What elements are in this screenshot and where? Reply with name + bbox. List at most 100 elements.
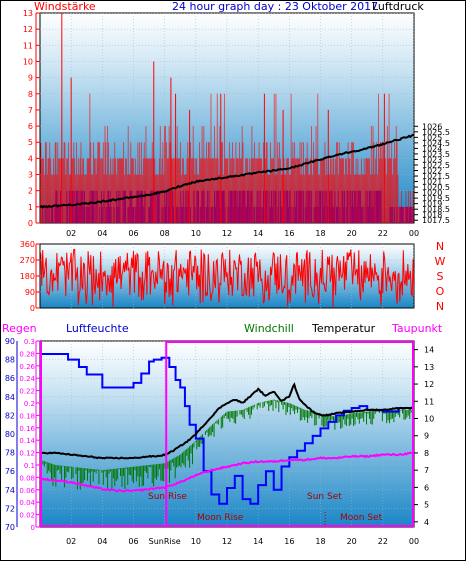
rain-tick-label: 0.3 [24,338,35,346]
wind-tick-label: 2 [28,187,33,196]
wind-tick-label: 5 [28,138,33,147]
pressure-tick-label: 1021 [422,178,442,187]
x-tick-label: 22 [378,537,388,546]
wind-tick-label: 9 [28,74,33,83]
x-tick-label: 08 [160,229,170,238]
x-tick-label: 18 [315,537,325,546]
wind-tick-label: 4 [28,154,33,163]
pressure-tick-label: 1017.5 [422,216,450,225]
wind-tick-label: 3 [28,171,33,180]
label-taupunkt: Taupunkt [391,322,443,335]
direction-tick-label: 270 [20,256,35,265]
rain-tick-label: 0.12 [19,450,35,458]
temperature-tick-label: 4 [424,518,429,527]
rain-tick-label: 0.28 [19,350,35,358]
annotation-moonrise: Moon Rise [197,513,244,523]
rain-tick-label: 0.1 [24,462,35,470]
x-tick-label: 16 [284,537,294,546]
temperature-line [40,382,414,460]
x-tick-label: 02 [66,537,76,546]
rain-tick-label: 0.26 [19,363,35,371]
direction-line [40,248,414,308]
rain-tick-label: 0.14 [19,437,35,445]
wind-x-ticks: 02 04 06 08 10 12 14 16 18 20 22 00 [66,229,419,238]
rain-axis-ticks: 0 0.02 0.04 0.06 0.08 0.1 0.12 0.14 0.16 0.18 0.2 0… [19,338,40,532]
humidity-axis-ticks: 70 72 74 76 78 80 82 84 86 88 90 [5,337,18,532]
direction-axis-ticks: 0 90 180 270 360 [20,240,40,313]
x-tick-label: 20 [347,229,357,238]
direction-tick-label: 0 [30,304,35,313]
pressure-tick-label: 1024.5 [422,139,450,148]
direction-tick-label: 180 [20,272,35,281]
humidity-tick-label: 72 [5,504,15,513]
x-tick-label: 10 [191,229,201,238]
annotation-sunset: Sun Set [307,492,342,502]
series-pressure [40,133,414,209]
x-tick-label: 20 [347,537,357,546]
x-tick-label: 12 [222,229,232,238]
rain-tick-label: 0.18 [19,412,35,420]
temperature-tick-label: 13 [424,363,434,372]
compass-label: N [436,300,444,313]
daylight-frame [40,341,414,527]
wind-tick-label: 8 [28,90,33,99]
wind-tick-label: 0 [28,219,33,228]
pressure-tick-label: 1024 [422,144,442,153]
humidity-tick-label: 88 [5,356,15,365]
x-tick-label: 16 [284,229,294,238]
wind-tick-label: 6 [28,122,33,131]
pressure-tick-label: 1019 [422,200,442,209]
humidity-tick-label: 76 [5,467,15,476]
series-gust [40,13,414,223]
chart-title: 24 hour graph day : 23 Oktober 2017 [172,0,378,13]
x-tick-label: 18 [315,229,325,238]
x-tick-label: SunRise [149,537,181,546]
x-tick-label: 12 [222,537,232,546]
compass-label: O [436,285,445,298]
annotation-sunrise: Sun Rise [148,492,187,502]
temperature-tick-label: 6 [424,483,429,492]
compass-label: S [437,270,444,283]
pressure-tick-label: 1020.5 [422,183,450,192]
direction-tick-label: 90 [25,288,35,297]
humidity-tick-label: 70 [5,523,15,532]
direction-tick-label: 360 [20,240,35,249]
temperature-tick-label: 9 [424,432,429,441]
x-tick-label: 06 [128,229,138,238]
series-direction [40,248,414,308]
rain-tick-label: 0.02 [19,512,35,520]
x-tick-label: 10 [191,537,201,546]
humidity-tick-label: 78 [5,449,15,458]
series-windchill [40,399,414,491]
temperature-x-ticks: 02 04 06 SunRise 10 12 14 16 18 20 22 00 [66,537,419,546]
series-humidity [40,353,414,505]
humidity-tick-label: 82 [5,411,15,420]
label-regen: Regen [2,322,37,335]
temperature-axis-ticks: 4 5 6 7 8 9 10 11 12 13 14 [414,346,434,527]
pressure-line [40,133,414,209]
temperature-tick-label: 8 [424,449,429,458]
x-tick-label: 06 [128,537,138,546]
series-dewpoint [40,451,414,493]
x-tick-label: 04 [97,537,107,546]
wind-tick-label: 1 [28,203,33,212]
temperature-tick-label: 12 [424,380,434,389]
humidity-tick-label: 80 [5,430,15,439]
humidity-tick-label: 74 [5,486,15,495]
x-tick-label: 14 [253,537,263,546]
wind-tick-label: 10 [23,57,33,66]
right-label-luftdruck: Luftdruck [372,0,424,13]
compass-label: W [435,255,446,268]
label-windchill: Windchill [244,322,294,335]
rain-tick-label: 0.2 [24,400,35,408]
pressure-axis-ticks: 1017.510181018.510191019.510201020.51021… [414,122,450,225]
humidity-line [40,353,414,505]
pressure-tick-label: 1021.5 [422,172,450,181]
rain-tick-label: 0.16 [19,425,35,433]
label-luftfeuchte: Luftfeuchte [66,322,129,335]
wind-tick-label: 11 [23,41,33,50]
pressure-tick-label: 1019.5 [422,194,450,203]
pressure-tick-label: 1022.5 [422,161,450,170]
rain-tick-label: 0.24 [19,375,35,383]
